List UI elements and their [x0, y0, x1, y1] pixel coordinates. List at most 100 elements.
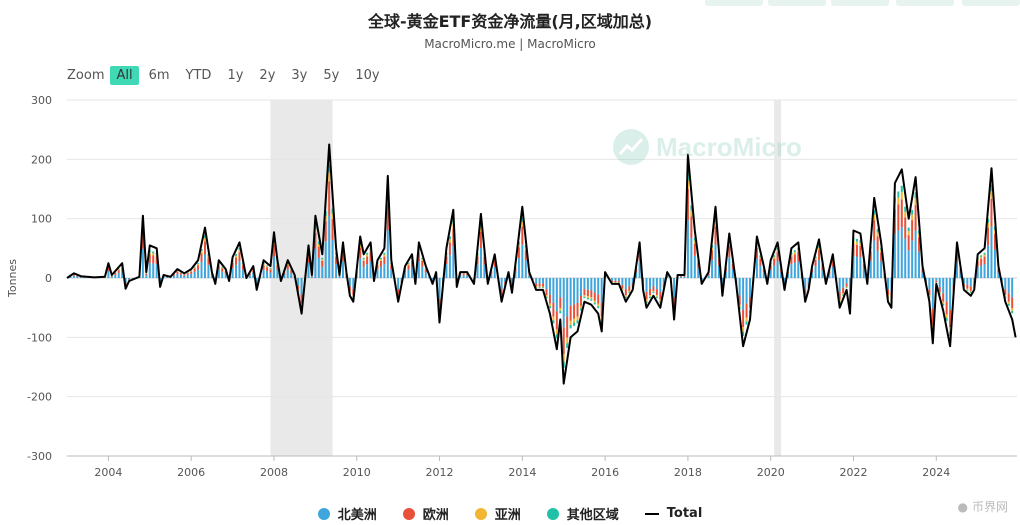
- legend-item-north-america[interactable]: 北美洲: [317, 504, 377, 523]
- zoom-1y-button[interactable]: 1y: [227, 68, 244, 83]
- bar-segment: [200, 262, 203, 278]
- bar-segment: [711, 250, 714, 260]
- bar-segment: [517, 244, 520, 248]
- bar-segment: [693, 255, 696, 278]
- bar-segment: [655, 296, 658, 299]
- bar-segment: [148, 262, 151, 278]
- top-button-3[interactable]: [831, 0, 889, 6]
- bar-segment: [1007, 301, 1010, 304]
- bar-segment: [686, 188, 689, 221]
- bar-segment: [873, 209, 876, 215]
- bar-segment: [538, 286, 541, 288]
- zoom-2y-button[interactable]: 2y: [259, 68, 276, 83]
- bar-segment: [179, 273, 182, 275]
- bar-segment: [183, 274, 186, 276]
- bar-segment: [969, 278, 972, 287]
- bar-segment: [1011, 310, 1014, 314]
- bar-segment: [1007, 293, 1010, 302]
- legend-item-asia[interactable]: 亚洲: [474, 504, 521, 523]
- bar-segment: [955, 261, 958, 278]
- bar-segment: [193, 267, 196, 269]
- bar-segment: [176, 270, 179, 271]
- bar-segment: [755, 258, 758, 278]
- bar-segment: [773, 255, 776, 257]
- bar-segment: [421, 260, 424, 267]
- bar-segment: [742, 331, 745, 336]
- legend-item-total[interactable]: Total: [644, 504, 703, 523]
- legend-label-total: Total: [666, 506, 703, 521]
- bar-segment: [928, 295, 931, 297]
- bar-segment: [328, 181, 331, 216]
- bar-segment: [562, 327, 565, 355]
- zoom-all-button[interactable]: All: [110, 66, 139, 85]
- bar-segment: [886, 289, 889, 296]
- bar-segment: [893, 233, 896, 278]
- bar-segment: [797, 261, 800, 278]
- bar-segment: [314, 232, 317, 249]
- bar-segment: [811, 272, 814, 278]
- top-button-5[interactable]: [962, 0, 1020, 6]
- bar-segment: [983, 264, 986, 278]
- bar-segment: [907, 227, 910, 232]
- legend-item-other[interactable]: 其他区域: [546, 504, 619, 523]
- bar-segment: [838, 291, 841, 300]
- bar-segment: [431, 278, 434, 281]
- bar-segment: [542, 278, 545, 284]
- bar-segment: [235, 257, 238, 265]
- bar-segment: [552, 316, 555, 321]
- bar-segment: [155, 264, 158, 278]
- bar-segment: [914, 205, 917, 231]
- legend-item-europe[interactable]: 欧洲: [402, 504, 449, 523]
- bar-segment: [593, 292, 596, 301]
- bar-segment: [155, 256, 158, 265]
- bar-segment: [773, 265, 776, 278]
- zoom-10y-button[interactable]: 10y: [355, 68, 380, 83]
- bar-segment: [918, 251, 921, 278]
- bar-segment: [331, 239, 334, 278]
- bar-segment: [817, 259, 820, 278]
- bar-segment: [176, 273, 179, 278]
- bar-segment: [938, 291, 941, 294]
- bar-segment: [559, 278, 562, 298]
- top-button-1[interactable]: [705, 0, 763, 6]
- bar-segment: [914, 198, 917, 206]
- bar-segment: [197, 265, 200, 270]
- zoom-3y-button[interactable]: 3y: [291, 68, 308, 83]
- bar-segment: [928, 289, 931, 296]
- bar-segment: [107, 267, 110, 272]
- y-tick-label: -100: [27, 331, 52, 344]
- bar-segment: [797, 249, 800, 253]
- top-button-4[interactable]: [896, 0, 954, 6]
- bar-segment: [479, 231, 482, 249]
- bar-segment: [904, 206, 907, 212]
- bar-segment: [786, 273, 789, 278]
- zoom-6m-button[interactable]: 6m: [148, 68, 170, 83]
- legend-label-asia: 亚洲: [494, 508, 521, 523]
- bar-segment: [114, 274, 117, 278]
- bar-segment: [479, 248, 482, 278]
- chart-subtitle: MacroMicro.me | MacroMicro: [424, 37, 596, 51]
- x-tick-label: 2010: [343, 466, 371, 479]
- bar-segment: [831, 266, 834, 278]
- x-tick-label: 2004: [94, 466, 122, 479]
- bar-segment: [338, 275, 341, 277]
- bar-segment: [904, 217, 907, 239]
- total-line: [66, 143, 1017, 385]
- bar-segment: [749, 278, 752, 298]
- bar-segment: [369, 252, 372, 262]
- bar-segment: [907, 250, 910, 278]
- bar-segment: [379, 260, 382, 267]
- bar-segment: [538, 278, 541, 284]
- bar-segment: [814, 256, 817, 259]
- bar-segment: [759, 256, 762, 259]
- bar-segment: [583, 278, 586, 290]
- zoom-ytd-button[interactable]: YTD: [185, 68, 212, 83]
- bar-segment: [362, 257, 365, 260]
- top-button-2[interactable]: [768, 0, 826, 6]
- x-tick-label: 2006: [177, 466, 205, 479]
- bar-segment: [310, 276, 313, 278]
- legend-swatch-other: [546, 507, 559, 520]
- bar-segment: [745, 303, 748, 318]
- zoom-5y-button[interactable]: 5y: [323, 68, 340, 83]
- bar-segment: [579, 305, 582, 309]
